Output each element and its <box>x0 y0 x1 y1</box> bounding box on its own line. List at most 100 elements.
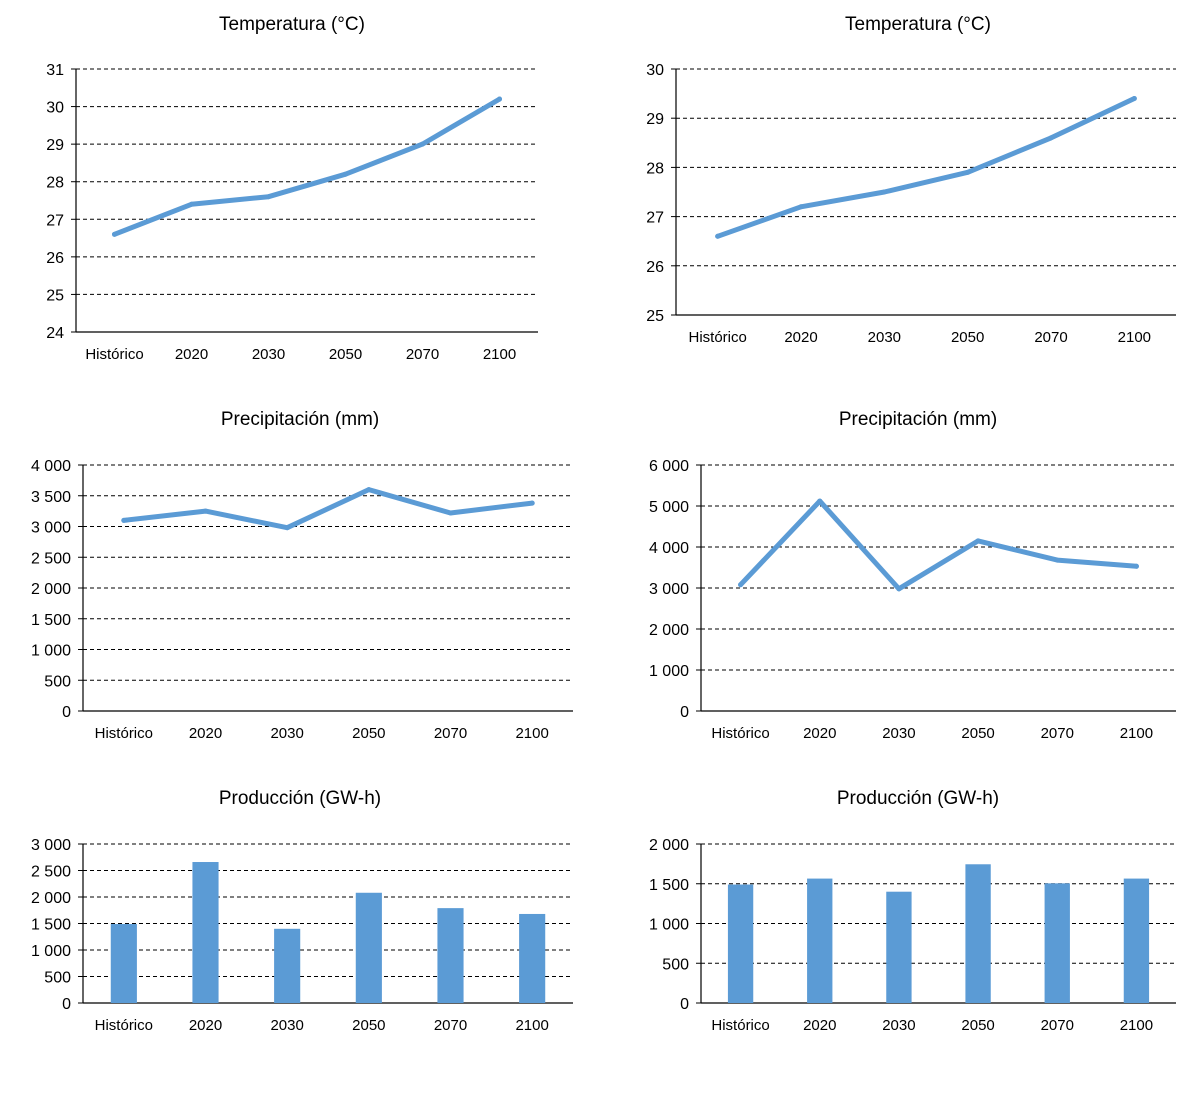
data-point <box>817 498 823 504</box>
series-line <box>738 498 1139 592</box>
y-tick-label: 3 000 <box>31 837 71 854</box>
data-point <box>738 582 744 588</box>
bar <box>192 862 219 1003</box>
y-tick-label: 3 500 <box>31 489 71 506</box>
data-point <box>529 500 535 506</box>
chart-title: Producción (GW-h) <box>837 788 999 809</box>
x-tick-label: 2020 <box>803 1017 836 1034</box>
bar <box>1123 878 1150 1003</box>
y-tick-label: 2 000 <box>649 837 689 854</box>
y-tick-label: 24 <box>46 325 64 342</box>
y-tick-label: 5 000 <box>649 499 689 516</box>
x-tick-label: 2100 <box>515 725 548 742</box>
x-tick-label: Histórico <box>688 329 746 346</box>
x-tick-label: 2070 <box>1041 725 1074 742</box>
x-tick-label: 2030 <box>868 329 901 346</box>
x-tick-label: Histórico <box>95 725 153 742</box>
bar <box>965 864 991 1003</box>
x-tick-label: 2100 <box>1120 725 1153 742</box>
x-tick-label: 2020 <box>784 329 817 346</box>
x-tick-label: 2070 <box>1041 1017 1074 1034</box>
data-point <box>715 233 721 239</box>
data-point <box>798 204 804 210</box>
bar <box>355 892 382 1003</box>
y-tick-label: 500 <box>44 970 71 987</box>
y-tick-label: 27 <box>46 212 64 229</box>
x-tick-label: 2030 <box>252 346 285 363</box>
data-point <box>189 201 194 207</box>
bar <box>1044 883 1070 1003</box>
y-tick-label: 25 <box>46 287 64 304</box>
y-tick-label: 28 <box>646 160 664 177</box>
data-point <box>343 171 348 177</box>
x-tick-label: 2050 <box>352 725 385 742</box>
x-tick-label: 2070 <box>434 725 467 742</box>
y-tick-label: 500 <box>662 956 689 973</box>
data-point <box>203 508 208 514</box>
x-tick-label: 2020 <box>803 725 836 742</box>
data-point <box>284 525 290 531</box>
y-tick-label: 0 <box>680 704 689 721</box>
data-point <box>366 487 372 493</box>
data-point <box>112 231 117 237</box>
x-tick-label: 2030 <box>882 725 915 742</box>
data-point <box>497 96 502 102</box>
y-tick-label: 3 000 <box>649 581 689 598</box>
y-tick-label: 1 000 <box>31 643 71 660</box>
y-tick-label: 4 000 <box>649 540 689 557</box>
y-tick-label: 25 <box>646 308 664 325</box>
bar <box>519 913 546 1003</box>
x-tick-label: 2070 <box>434 1017 467 1034</box>
y-tick-label: 2 000 <box>649 622 689 639</box>
x-tick-label: 2050 <box>352 1017 385 1034</box>
x-tick-label: 2050 <box>329 346 362 363</box>
data-point <box>1054 557 1060 563</box>
chart-title: Precipitación (mm) <box>839 409 997 430</box>
chart-title: Temperatura (°C) <box>845 14 991 35</box>
data-point <box>881 189 887 195</box>
series-line <box>715 96 1137 239</box>
x-tick-label: 2100 <box>515 1017 548 1034</box>
x-tick-label: 2050 <box>961 725 994 742</box>
data-point <box>266 194 271 200</box>
y-tick-label: 26 <box>646 259 664 276</box>
x-tick-label: 2100 <box>1118 329 1151 346</box>
data-point <box>420 141 425 147</box>
bar <box>110 924 137 1003</box>
x-tick-label: Histórico <box>95 1017 153 1034</box>
bar <box>886 891 912 1003</box>
y-tick-label: 2 500 <box>31 864 71 881</box>
y-tick-label: 26 <box>46 250 64 267</box>
bar <box>807 878 833 1003</box>
y-tick-label: 1 500 <box>31 612 71 629</box>
series-line <box>121 487 535 531</box>
x-tick-label: 2070 <box>1034 329 1067 346</box>
y-tick-label: 4 000 <box>31 458 71 475</box>
y-tick-label: 3 000 <box>31 520 71 537</box>
x-tick-label: 2030 <box>882 1017 915 1034</box>
y-tick-label: 0 <box>680 996 689 1013</box>
x-tick-label: 2030 <box>270 725 303 742</box>
x-tick-label: 2100 <box>483 346 516 363</box>
y-tick-label: 500 <box>44 673 71 690</box>
x-tick-label: Histórico <box>711 725 769 742</box>
x-tick-label: Histórico <box>711 1017 769 1034</box>
data-point <box>896 586 902 592</box>
chart-title: Temperatura (°C) <box>219 14 365 35</box>
y-tick-label: 1 500 <box>649 877 689 894</box>
bar <box>437 908 464 1003</box>
data-point <box>975 538 981 544</box>
x-tick-label: 2020 <box>189 1017 222 1034</box>
bar <box>274 928 301 1003</box>
data-point <box>1133 563 1139 569</box>
data-point <box>121 517 127 523</box>
chart-title: Precipitación (mm) <box>221 409 379 430</box>
y-tick-label: 30 <box>646 62 664 79</box>
y-tick-label: 1 000 <box>649 917 689 934</box>
x-tick-label: 2020 <box>175 346 208 363</box>
y-tick-label: 1 000 <box>31 943 71 960</box>
y-tick-label: 28 <box>46 175 64 192</box>
y-tick-label: 2 500 <box>31 550 71 567</box>
data-point <box>1048 135 1054 141</box>
x-tick-label: 2050 <box>951 329 984 346</box>
